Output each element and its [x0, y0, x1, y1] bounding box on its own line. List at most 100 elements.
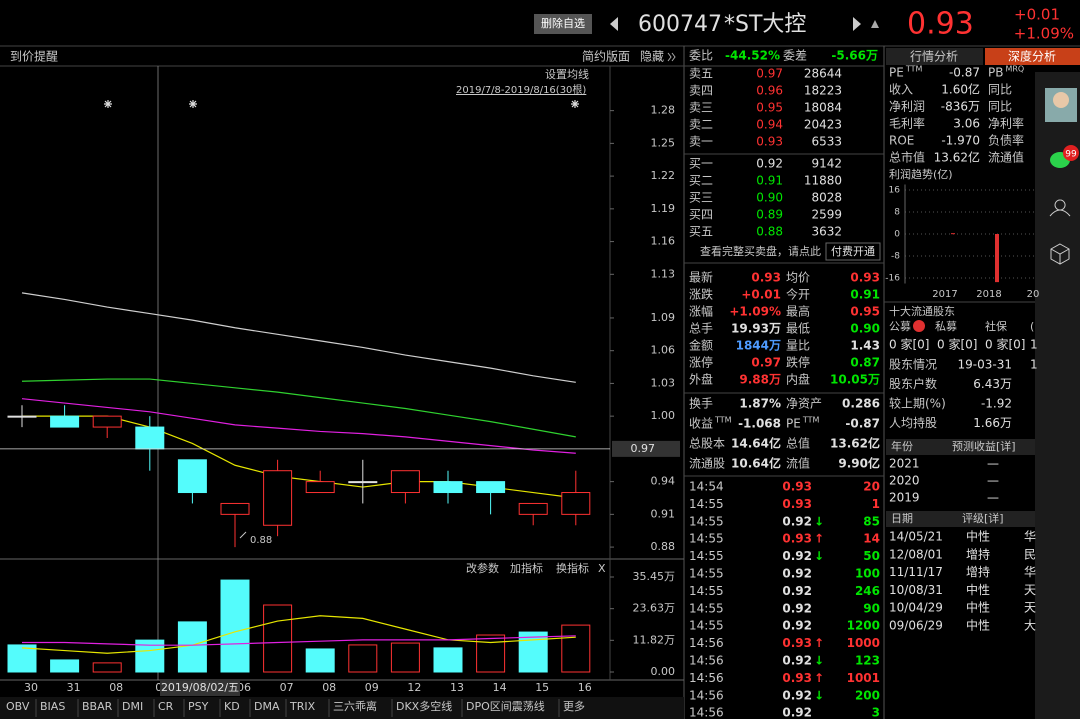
- indicator-tab[interactable]: TRIX: [289, 700, 316, 713]
- stat-label: 最低: [786, 322, 810, 336]
- bid-price: 0.88: [756, 225, 783, 239]
- y-tick-label: 8: [894, 208, 900, 218]
- button[interactable]: [534, 14, 592, 34]
- hide-link[interactable]: 隐藏: [640, 50, 664, 64]
- trade-price: 0.93: [782, 480, 812, 494]
- volume-ma-line: [22, 635, 576, 646]
- holder-label: 股东户数: [889, 376, 937, 391]
- trade-price: 0.93: [782, 497, 812, 511]
- tab[interactable]: [886, 48, 983, 65]
- y-tick-label: 1.03: [651, 376, 676, 389]
- rating-value: 中性: [966, 600, 990, 615]
- indicator-tab[interactable]: 更多: [563, 699, 585, 713]
- bid-label: 买三: [689, 191, 713, 205]
- indicator-tab[interactable]: OBV: [6, 700, 30, 713]
- indicator-tab[interactable]: DMA: [254, 700, 280, 713]
- indicator-tab[interactable]: DPO区间震荡线: [466, 699, 545, 713]
- y-tick-label: 0.94: [651, 475, 676, 488]
- ask-volume: 20423: [804, 118, 842, 132]
- stat-value: 1.43: [850, 339, 880, 353]
- notice-link[interactable]: 付费开通: [831, 245, 875, 258]
- layout-link[interactable]: 简约版面: [582, 49, 630, 64]
- next-button[interactable]: [853, 17, 861, 31]
- x-tick-label: 31: [67, 681, 81, 694]
- holder-header: 私募: [935, 320, 957, 333]
- section-title: 十大流通股东: [889, 304, 955, 318]
- candle-body: [305, 481, 335, 494]
- ask-volume: 18084: [804, 101, 842, 115]
- indicator-tab[interactable]: KD: [224, 700, 240, 713]
- annotation-arrow: [239, 531, 247, 539]
- ma-setting[interactable]: 设置均线: [545, 67, 589, 81]
- stat-value: 14.64亿: [731, 436, 781, 451]
- y-tick-label: 1.22: [651, 169, 676, 182]
- stat-value: 0.93: [850, 271, 880, 285]
- stat-value: 13.62亿: [830, 436, 880, 451]
- help-icon[interactable]: [913, 320, 925, 332]
- indicator-tab[interactable]: BIAS: [40, 700, 65, 713]
- candle-body: [7, 415, 37, 418]
- y-tick-label: 23.63万: [633, 602, 676, 615]
- holder-count: 0 家[0]: [889, 337, 929, 352]
- bid-volume: 2599: [811, 208, 842, 222]
- indicator-tab[interactable]: PSY: [188, 700, 209, 713]
- user-icon[interactable]: [1049, 199, 1071, 217]
- y-tick-label: 0: [894, 230, 900, 240]
- link-box[interactable]: [825, 242, 881, 261]
- volume-tool[interactable]: X: [598, 562, 606, 575]
- table-header-label: 日期: [891, 512, 913, 525]
- rating-date: 14/05/21: [889, 530, 943, 544]
- indicator-tab[interactable]: CR: [158, 700, 174, 713]
- rating-org: 华: [1024, 565, 1036, 579]
- volume-tool[interactable]: 加指标: [510, 561, 543, 575]
- change-pct: +1.09%: [1014, 25, 1074, 43]
- stat-label: 涨幅: [689, 304, 713, 319]
- superscript: TTM: [714, 416, 732, 425]
- bid-label: 买二: [689, 174, 713, 188]
- volume-tool[interactable]: 换指标: [556, 561, 589, 575]
- rating-date: 09/06/29: [889, 619, 943, 633]
- indicator-tab[interactable]: DKX多空线: [396, 699, 452, 713]
- button-label[interactable]: 删除自选: [541, 16, 585, 30]
- stat-value: 10.05万: [830, 373, 880, 387]
- x-tick-label: 15: [535, 681, 549, 694]
- y-tick-label: 1.28: [651, 104, 676, 117]
- bid-volume: 11880: [804, 174, 842, 188]
- bid-label: 买五: [689, 225, 713, 239]
- trade-volume: 3: [872, 706, 880, 719]
- sidebar: [1035, 72, 1080, 719]
- alert-icon[interactable]: [871, 20, 879, 28]
- ma-line: [21, 398, 576, 454]
- volume-tool[interactable]: 改参数: [466, 561, 499, 575]
- prev-button[interactable]: [610, 17, 618, 31]
- tab-bar: [0, 697, 684, 719]
- stat-label: 涨跌: [689, 287, 713, 302]
- holder-label: 较上期(%): [889, 396, 946, 411]
- cube-icon[interactable]: [1050, 243, 1070, 265]
- stat-value: +1.09%: [729, 305, 781, 319]
- tab-label[interactable]: 行情分析: [910, 50, 958, 64]
- x-tick-label: 16: [578, 681, 592, 694]
- superscript: TTM: [905, 65, 923, 74]
- trade-price: 0.92: [782, 654, 812, 668]
- x-tick-label: 07: [280, 681, 294, 694]
- indicator-tab[interactable]: BBAR: [82, 700, 113, 713]
- tab-active[interactable]: [985, 48, 1080, 65]
- trade-price: 0.93: [782, 636, 812, 650]
- chart-title: 利润趋势(亿): [889, 167, 953, 181]
- date-tooltip-label: 2019/08/02/五: [161, 681, 239, 694]
- indicator-tab[interactable]: DMI: [122, 700, 143, 713]
- trade-volume: 200: [855, 688, 880, 702]
- stat-label: 换手: [689, 397, 713, 411]
- tab-label[interactable]: 深度分析: [1008, 49, 1056, 64]
- stock-code: 600747: [638, 12, 722, 37]
- forecast-value: —: [987, 457, 999, 471]
- value: -44.52%: [725, 49, 780, 63]
- collapse-icon[interactable]: [667, 52, 676, 62]
- alert-link[interactable]: 到价提醒: [10, 49, 58, 64]
- indicator-tab[interactable]: 三六乖离: [333, 699, 377, 713]
- fundamental-value: -1.970: [941, 134, 980, 148]
